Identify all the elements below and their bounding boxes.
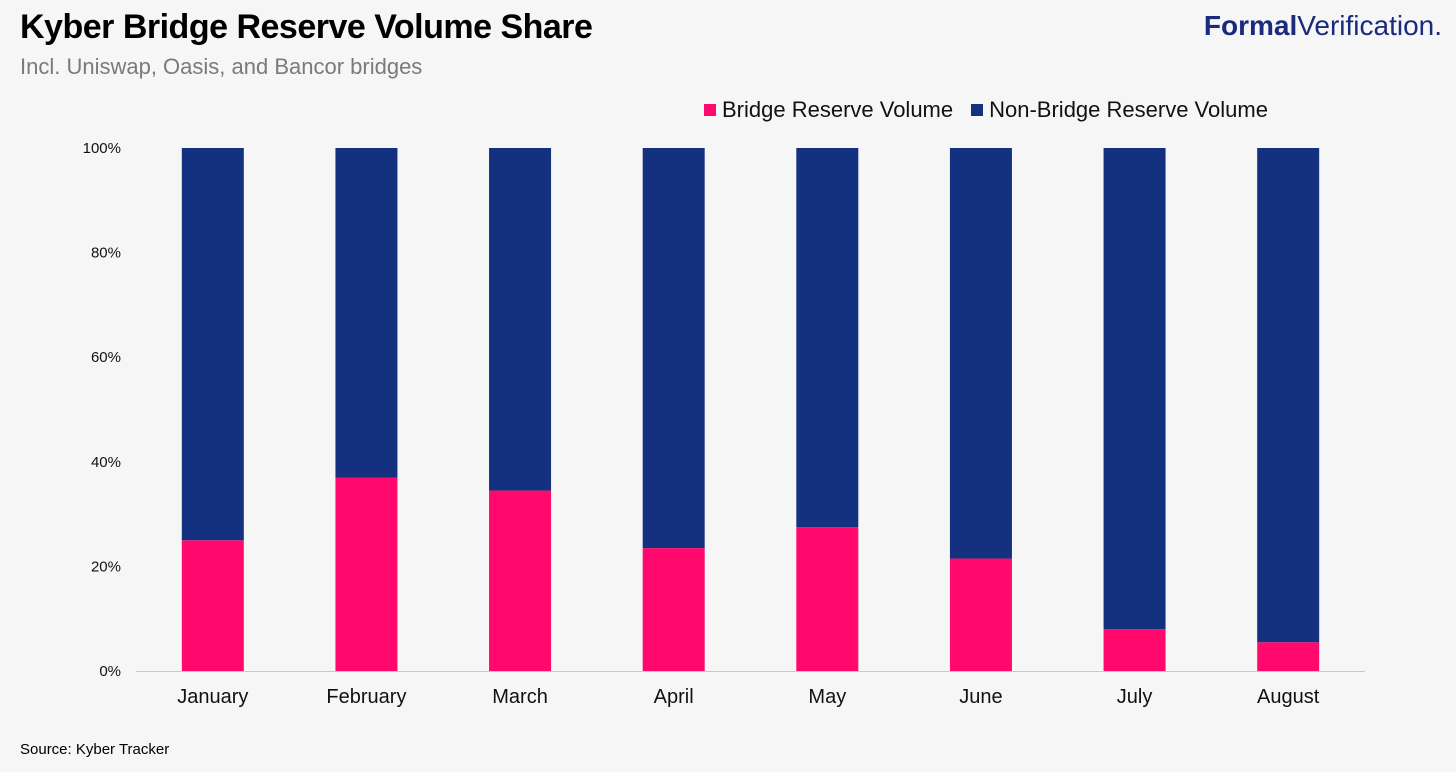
x-axis: January February March April May June July Augu… — [136, 671, 1365, 708]
y-tick-label: 20% — [91, 558, 121, 575]
x-tick-label-april: April — [654, 686, 694, 708]
bar-bridge-june — [949, 558, 1012, 671]
brand-logo-bold: Formal — [1203, 10, 1298, 41]
x-tick-label-january: January — [177, 686, 248, 708]
bar-bridge-august — [1257, 642, 1320, 671]
bar-bridge-july — [1103, 629, 1166, 671]
bar-non-bridge-august — [1257, 148, 1320, 643]
legend-swatch-bridge — [704, 104, 716, 116]
legend-item-non-bridge: Non-Bridge Reserve Volume — [971, 97, 1268, 123]
y-tick-label: 80% — [91, 245, 121, 262]
chart-subtitle: Incl. Uniswap, Oasis, and Bancor bridges — [20, 54, 423, 79]
x-tick-label-june: June — [959, 686, 1002, 708]
bar-bridge-january — [181, 540, 244, 671]
bar-non-bridge-june — [949, 148, 1012, 559]
bar-bridge-may — [796, 527, 859, 671]
y-tick-label: 60% — [91, 349, 121, 366]
bar-non-bridge-march — [489, 148, 552, 491]
brand-logo-light: Verification. — [1297, 10, 1442, 41]
source-note: Source: Kyber Tracker — [20, 741, 170, 758]
legend-item-bridge: Bridge Reserve Volume — [704, 97, 953, 123]
bar-bridge-march — [489, 490, 552, 671]
bar-non-bridge-july — [1103, 148, 1166, 630]
legend-label-bridge: Bridge Reserve Volume — [722, 97, 954, 122]
y-tick-label: 40% — [91, 454, 121, 471]
x-tick-label-may: May — [808, 686, 846, 708]
legend-label-non-bridge: Non-Bridge Reserve Volume — [989, 97, 1268, 122]
y-tick-label: 0% — [99, 663, 121, 680]
x-tick-label-july: July — [1117, 686, 1153, 708]
brand-logo: FormalVerification. — [1204, 10, 1442, 42]
bar-non-bridge-january — [181, 148, 244, 541]
bar-non-bridge-april — [642, 148, 705, 549]
bar-bridge-february — [335, 477, 398, 671]
bars-group — [181, 148, 1320, 671]
bar-bridge-april — [642, 548, 705, 671]
x-tick-label-march: March — [492, 686, 548, 708]
legend-swatch-non-bridge — [971, 104, 984, 116]
bar-non-bridge-february — [335, 148, 398, 478]
x-tick-label-august: August — [1257, 686, 1320, 708]
bar-non-bridge-may — [796, 148, 859, 528]
y-axis: 0% 20% 40% 60% 80% 100% — [83, 140, 121, 680]
x-tick-label-february: February — [326, 686, 406, 708]
chart-legend: Bridge Reserve Volume Non-Bridge Reserve… — [704, 97, 1286, 123]
y-tick-label: 100% — [83, 140, 121, 157]
chart-title: Kyber Bridge Reserve Volume Share — [20, 8, 593, 46]
